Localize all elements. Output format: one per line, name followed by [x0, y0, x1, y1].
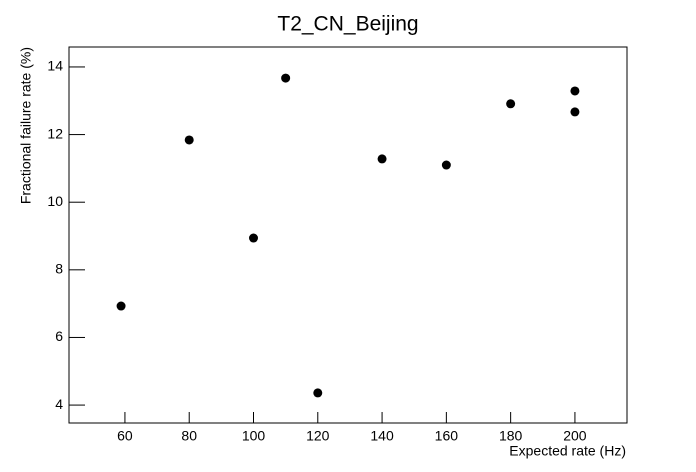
point [184, 135, 194, 145]
point [116, 301, 126, 311]
x-tick-label: 60 [117, 428, 133, 444]
point [506, 99, 516, 109]
point [377, 154, 387, 164]
point [281, 73, 291, 83]
y-tick-label: 10 [47, 193, 63, 209]
point [313, 388, 323, 398]
y-tick-label: 14 [47, 58, 63, 74]
chart-title: T2_CN_Beijing [277, 13, 418, 36]
y-tick-label: 4 [55, 396, 63, 412]
point [441, 160, 451, 170]
point [249, 233, 258, 243]
plot-frame [68, 46, 628, 424]
x-tick-label: 200 [563, 428, 587, 444]
x-tick-label: 180 [499, 428, 523, 444]
x-tick-label: 80 [181, 428, 197, 444]
x-tick-label: 160 [435, 428, 459, 444]
y-tick-label: 8 [55, 261, 63, 277]
y-tick-label: 6 [55, 328, 63, 344]
point [570, 86, 580, 96]
x-axis-label: Expected rate (Hz) [509, 443, 626, 459]
x-tick-label: 100 [242, 428, 266, 444]
point [570, 107, 580, 117]
y-axis-label: Fractional failure rate (%) [18, 47, 34, 204]
y-tick-label: 12 [47, 125, 63, 141]
x-tick-label: 120 [306, 428, 330, 444]
x-tick-label: 140 [370, 428, 394, 444]
